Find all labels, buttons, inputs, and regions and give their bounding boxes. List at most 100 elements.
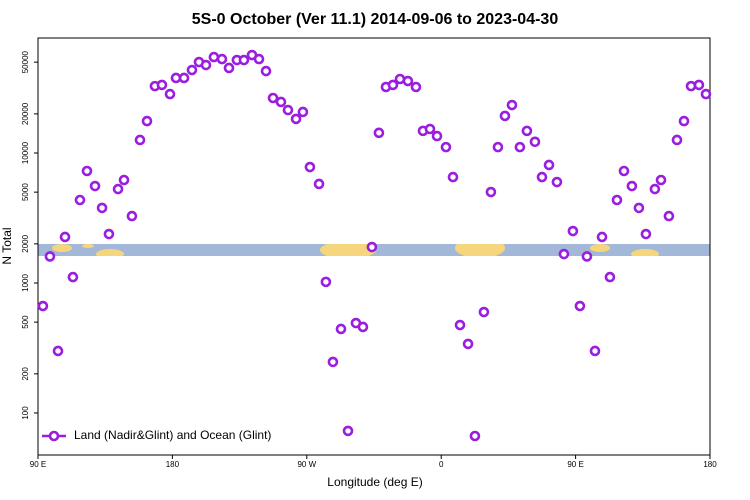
- data-point: [469, 430, 481, 442]
- data-point: [208, 51, 220, 63]
- data-point: [44, 251, 56, 262]
- data-point: [611, 194, 623, 206]
- data-point: [200, 59, 212, 71]
- data-point: [693, 79, 705, 91]
- x-tick-label: 0: [439, 460, 444, 469]
- data-point: [671, 134, 683, 146]
- y-tick-label: 10000: [21, 141, 30, 164]
- x-tick-label: 90 W: [297, 460, 316, 469]
- data-point: [424, 123, 436, 135]
- data-point: [134, 134, 146, 146]
- x-tick-label: 180: [703, 460, 717, 469]
- data-point: [485, 186, 497, 198]
- data-point: [96, 202, 108, 214]
- x-tick-label: 90 E: [30, 460, 46, 469]
- data-point: [216, 53, 228, 65]
- data-point: [186, 64, 198, 76]
- x-tick-label: 180: [166, 460, 180, 469]
- data-point: [156, 79, 168, 91]
- data-point: [440, 141, 452, 153]
- data-point: [313, 178, 325, 190]
- data-point: [604, 271, 616, 283]
- y-tick-label: 5000: [21, 183, 30, 201]
- data-point: [589, 345, 601, 357]
- data-point: [478, 306, 490, 318]
- data-point: [640, 228, 652, 240]
- data-point: [327, 356, 339, 368]
- data-point: [342, 425, 354, 437]
- data-point: [649, 183, 661, 195]
- data-point: [581, 251, 593, 262]
- data-point: [112, 183, 124, 195]
- data-point: [536, 171, 548, 183]
- data-point: [67, 271, 79, 283]
- x-axis-label: Longitude (deg E): [327, 475, 422, 489]
- data-point: [89, 180, 101, 192]
- data-point: [304, 161, 316, 173]
- data-point: [633, 202, 645, 214]
- y-tick-label: 1000: [21, 274, 30, 292]
- x-tick-label: 90 E: [567, 460, 583, 469]
- data-point: [267, 92, 279, 104]
- data-point: [223, 62, 235, 74]
- data-point: [618, 165, 630, 177]
- data-point: [59, 231, 71, 243]
- data-point: [454, 319, 466, 331]
- data-point: [290, 113, 302, 125]
- data-point: [52, 345, 64, 357]
- data-point: [543, 159, 555, 171]
- data-point: [178, 72, 190, 84]
- data-point: [402, 75, 414, 87]
- data-point: [514, 141, 526, 153]
- y-tick-label: 20000: [21, 102, 30, 125]
- data-point: [529, 136, 541, 148]
- data-point: [663, 210, 675, 222]
- data-point: [596, 231, 608, 243]
- data-point: [506, 99, 518, 111]
- data-point: [499, 110, 511, 122]
- data-point: [410, 81, 422, 93]
- chart-title: 5S-0 October (Ver 11.1) 2014-09-06 to 20…: [192, 11, 559, 28]
- data-point: [282, 104, 294, 116]
- data-point: [558, 248, 570, 260]
- data-point: [574, 300, 586, 312]
- data-point: [551, 176, 563, 188]
- legend-marker: [48, 430, 60, 442]
- data-point: [164, 88, 176, 100]
- data-point: [103, 228, 115, 240]
- plot-frame: [37, 37, 711, 456]
- data-point: [447, 171, 459, 183]
- data-point: [655, 174, 667, 186]
- data-point: [492, 141, 504, 153]
- y-tick-label: 200: [21, 367, 30, 381]
- data-point: [275, 96, 287, 108]
- data-point: [37, 300, 49, 312]
- y-tick-label: 2000: [21, 234, 30, 252]
- data-point: [126, 210, 138, 222]
- data-point: [141, 115, 153, 127]
- data-point: [387, 79, 399, 91]
- data-point: [81, 165, 93, 177]
- data-point: [521, 125, 533, 137]
- data-point: [118, 174, 130, 186]
- data-point: [431, 130, 443, 142]
- data-point: [74, 194, 86, 206]
- data-point: [260, 65, 272, 77]
- data-point: [567, 225, 579, 237]
- legend-label: Land (Nadir&Glint) and Ocean (Glint): [74, 428, 271, 442]
- data-point: [373, 127, 385, 139]
- y-tick-label: 50000: [21, 50, 30, 73]
- y-axis-label: N Total: [0, 227, 14, 264]
- data-point: [626, 180, 638, 192]
- data-point: [678, 115, 690, 127]
- data-point: [320, 276, 332, 288]
- data-point: [700, 88, 712, 100]
- y-tick-label: 500: [21, 315, 30, 329]
- data-point: [366, 241, 378, 253]
- data-point: [462, 338, 474, 350]
- data-point: [253, 53, 265, 65]
- data-point: [335, 323, 347, 335]
- data-point: [238, 54, 250, 66]
- data-point: [297, 106, 309, 118]
